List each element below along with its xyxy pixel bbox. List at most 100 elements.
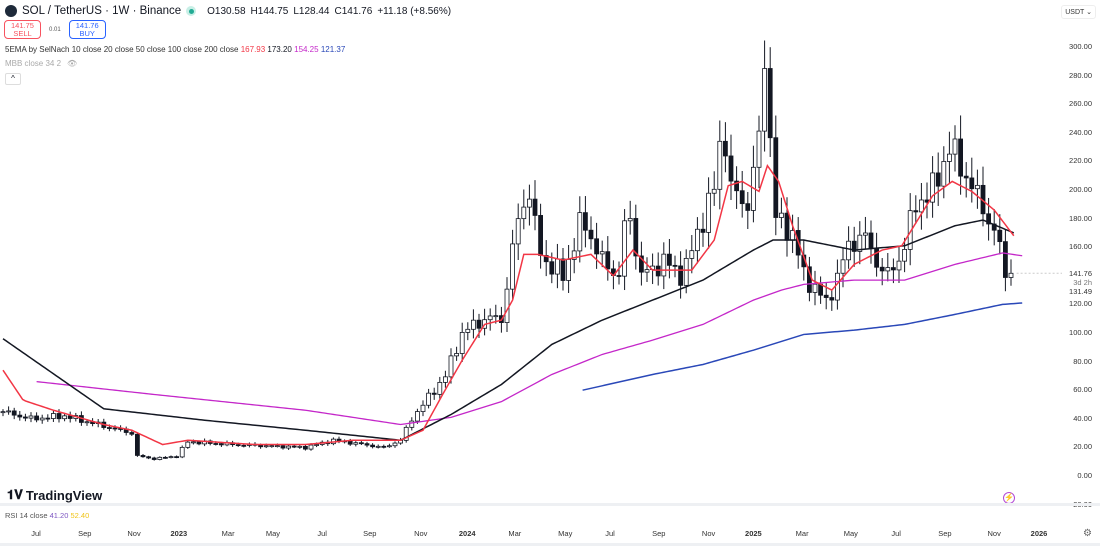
candle-body [885,267,891,272]
time-tick: 2024 [458,529,476,538]
candle-body [476,319,482,329]
time-tick: Sep [938,529,952,538]
candle-body [392,442,398,447]
price-chart[interactable] [0,0,1062,503]
ema-100-line [36,252,1023,426]
candle-body [84,421,90,424]
candle-body [963,175,969,179]
candle-body [947,153,952,162]
price-tick: 100.00 [1069,328,1092,337]
candle-body [107,427,112,429]
time-tick: Jul [317,529,327,538]
spread: 0.01 [49,26,61,33]
candle-body [672,264,678,267]
price-tick: 160.00 [1069,242,1092,252]
price-tick: 300.00 [1069,42,1092,51]
candle-body [1008,272,1014,278]
time-tick: May [265,529,280,538]
last-price-label: 141.76 [1069,269,1092,278]
candle-body [347,440,353,445]
candle-body [420,404,426,412]
candle-body [515,218,521,245]
rsi-value: 41.20 [49,511,69,520]
candle-body [566,259,571,281]
ohlc-low: L128.44 [293,5,330,17]
candle-body [560,258,566,281]
ema-10-line [2,164,1015,446]
candle-body [700,228,706,233]
rsi-legend[interactable]: RSI 14 close 41.20 52.40 [5,511,89,520]
currency-label: USDT [1065,9,1085,16]
sell-button[interactable]: 141.75 SELL [4,20,41,39]
sol-logo-icon [5,5,17,17]
candle-body [711,188,717,194]
candle-body [465,328,471,333]
candle-body [790,230,795,241]
price-tick: 60.00 [1073,385,1092,395]
candle-body [454,353,460,357]
mbb-legend[interactable]: MBB close 34 2 👁 [5,59,77,68]
candle-body [997,229,1003,243]
candle-body [969,177,975,190]
market-open-icon [186,6,197,16]
candle-body [639,255,644,273]
price-tick: 240.00 [1069,127,1092,137]
candle-body [353,442,359,445]
candle-body [784,212,790,241]
pane-separator[interactable] [0,503,1100,506]
rsi-label: RSI 14 close [5,511,48,520]
buy-label: BUY [79,29,95,38]
tradingview-logo[interactable]: 𝟏𝐕 TradingView [7,487,102,503]
candle-body [543,255,549,263]
symbol-title[interactable]: SOL / TetherUS · 1W · Binance [22,5,182,17]
candle-body [661,253,667,277]
time-tick: Sep [78,529,92,538]
collapse-legend-button[interactable]: ^ [5,73,21,85]
candle-body [594,238,599,255]
candle-body [717,140,723,190]
candle-body [851,240,857,252]
candle-body [728,155,734,182]
candle-body [45,417,51,420]
candle-body [129,432,135,435]
time-tick: Nov [127,529,141,538]
time-tick: Jul [605,529,615,538]
candle-body [734,180,739,192]
candle-body [403,426,409,441]
candle-body [935,172,941,187]
candle-body [762,68,767,132]
sell-label: SELL [13,29,32,38]
price-tick: 40.00 [1073,413,1092,423]
candle-body [426,392,432,406]
candle-body [857,234,863,252]
candle-body [470,319,476,330]
time-tick: Mar [795,529,809,538]
currency-selector[interactable]: USDT ⌄ [1061,5,1096,19]
buy-button[interactable]: 141.76 BUY [68,20,106,39]
candle-body [146,456,152,459]
candle-body [538,215,543,256]
price-axis[interactable]: USDT ⌄ 300.00 280.00 260.00 240.00 220.00 200… [1060,0,1100,509]
candle-body [902,249,907,262]
candle-body [527,198,532,208]
candle-body [358,442,364,445]
candle-body [941,161,947,187]
candle-body [241,444,247,447]
ema-legend[interactable]: 5EMA by SelNach 10 close 20 close 50 clo… [5,45,345,54]
candle-body [39,417,45,421]
candle-body [504,288,510,323]
settings-gear-icon[interactable]: ⚙ [1083,528,1092,539]
candle-body [11,410,17,416]
candle-body [879,266,885,272]
candle-body [577,212,583,252]
eye-hidden-icon[interactable]: 👁 [67,59,78,68]
ema-200-line [582,302,1023,391]
candle-body [336,438,342,442]
candle-body [196,441,202,445]
ema-value: 154.25 [291,45,319,54]
candle-body [364,443,370,446]
ohlc-high: H144.75 [250,5,289,17]
candle-body [723,140,728,157]
candle-body [235,444,241,447]
candle-body [151,457,157,460]
